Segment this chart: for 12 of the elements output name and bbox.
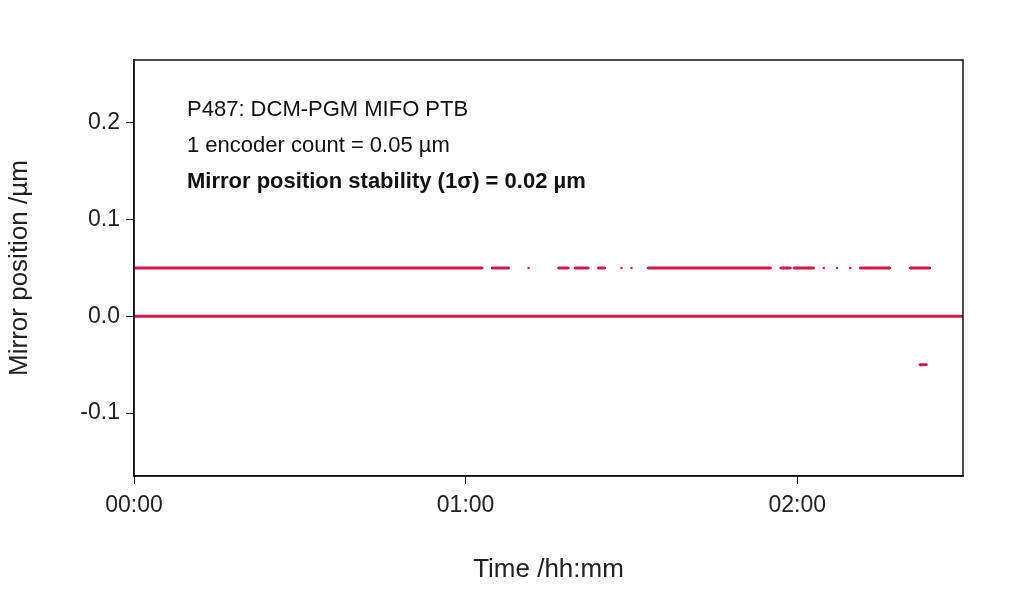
y-tick-label: 0.1 — [88, 204, 120, 231]
y-tick-label: -0.1 — [80, 398, 120, 425]
annotation: 1 encoder count = 0.05 µm — [187, 132, 450, 158]
x-tick-label: 01:00 — [436, 491, 495, 518]
y-tick-label: 0.2 — [88, 108, 120, 135]
y-tick-label: 0.0 — [88, 301, 120, 328]
y-axis-title: Mirror position /µm — [2, 160, 33, 376]
x-axis-title: Time /hh:mm — [473, 552, 624, 583]
x-tick-label: 00:00 — [105, 491, 163, 518]
x-tick-label: 02:00 — [768, 491, 826, 518]
annotation: Mirror position stability (1σ) = 0.02 µm — [187, 168, 586, 194]
annotation: P487: DCM-PGM MIFO PTB — [187, 96, 469, 122]
